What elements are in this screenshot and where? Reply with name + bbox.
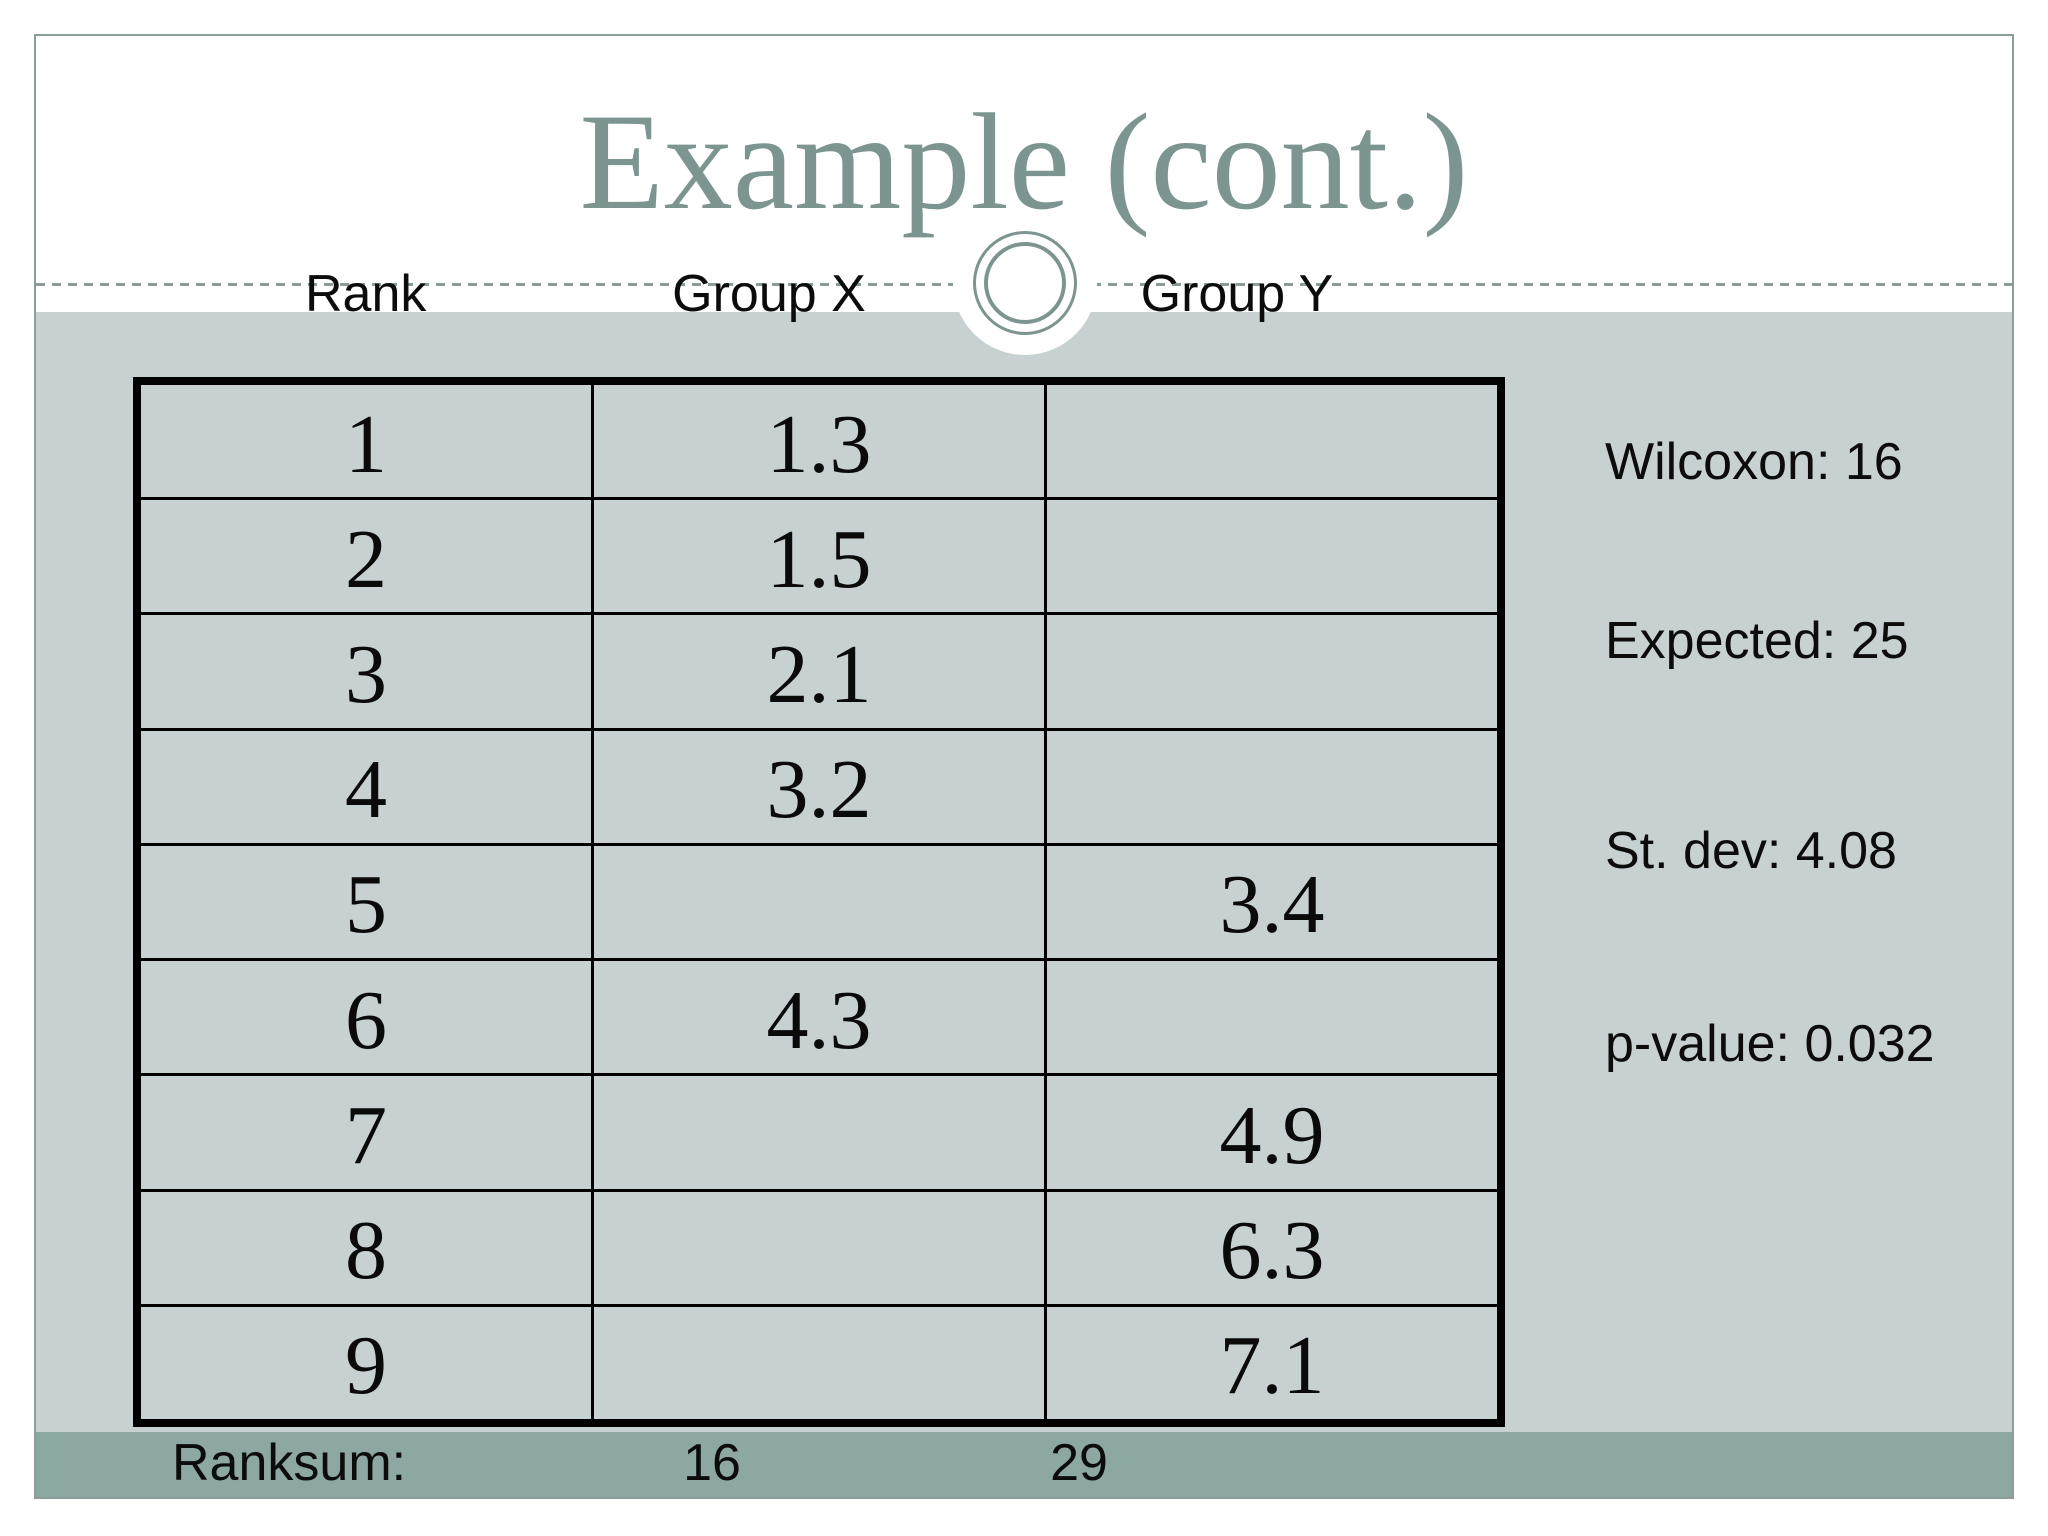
table-cell-group_y-row-4 <box>1047 730 1497 843</box>
table-cell-group_x-row-7 <box>594 1076 1044 1189</box>
column-header-rank: Rank <box>305 265 427 323</box>
table-cell-group_x-row-8 <box>594 1191 1044 1304</box>
stat-wilcoxon: Wilcoxon: 16 <box>1605 433 1903 491</box>
table-cell-group_x-row-3: 2.1 <box>594 615 1044 728</box>
table-cell-group_y-row-2 <box>1047 500 1497 613</box>
column-header-group-y: Group Y <box>1140 265 1334 323</box>
table-cell-rank-row-4: 4 <box>141 730 591 843</box>
table-cell-group_x-row-4: 3.2 <box>594 730 1044 843</box>
stat-expected: Expected: 25 <box>1605 612 1909 670</box>
table-cell-group_x-row-9 <box>594 1306 1044 1419</box>
table-cell-group_x-row-5 <box>594 845 1044 959</box>
table-cell-group_y-row-9: 7.1 <box>1047 1306 1497 1419</box>
table-cell-rank-row-6: 6 <box>141 961 591 1074</box>
table-cell-rank-row-1: 1 <box>141 385 591 498</box>
table-cell-group_y-row-3 <box>1047 615 1497 728</box>
table-cell-rank-row-2: 2 <box>141 500 591 613</box>
table-cell-group_y-row-1 <box>1047 385 1497 498</box>
ranksum-band <box>36 1432 2012 1497</box>
column-header-group-x: Group X <box>672 265 866 323</box>
circle-ornament-inner-ring <box>984 242 1066 324</box>
table-cell-rank-row-8: 8 <box>141 1191 591 1304</box>
slide-frame-border <box>34 34 2014 1499</box>
stat-st-dev: St. dev: 4.08 <box>1605 822 1897 880</box>
table-cell-group_y-row-8: 6.3 <box>1047 1191 1497 1304</box>
table-cell-group_x-row-2: 1.5 <box>594 500 1044 613</box>
table-cell-rank-row-3: 3 <box>141 615 591 728</box>
table-cell-rank-row-7: 7 <box>141 1076 591 1189</box>
table-cell-group_x-row-6: 4.3 <box>594 961 1044 1074</box>
table-cell-group_y-row-6 <box>1047 961 1497 1074</box>
ranksum-label: Ranksum: <box>172 1434 407 1492</box>
rank-table: 1 1.3 2 1.5 3 2.1 4 3.2 5 3.4 6 4.3 7 4.9 8 6.3 9 7.1 <box>133 377 1505 1427</box>
table-cell-group_y-row-5: 3.4 <box>1047 845 1497 959</box>
table-cell-group_x-row-1: 1.3 <box>594 385 1044 498</box>
ranksum-group-y-total: 29 <box>1050 1434 1108 1492</box>
table-cell-rank-row-5: 5 <box>141 845 591 959</box>
table-cell-rank-row-9: 9 <box>141 1306 591 1419</box>
table-cell-group_y-row-7: 4.9 <box>1047 1076 1497 1189</box>
ranksum-group-x-total: 16 <box>683 1434 741 1492</box>
stat-p-value: p-value: 0.032 <box>1605 1015 1935 1073</box>
